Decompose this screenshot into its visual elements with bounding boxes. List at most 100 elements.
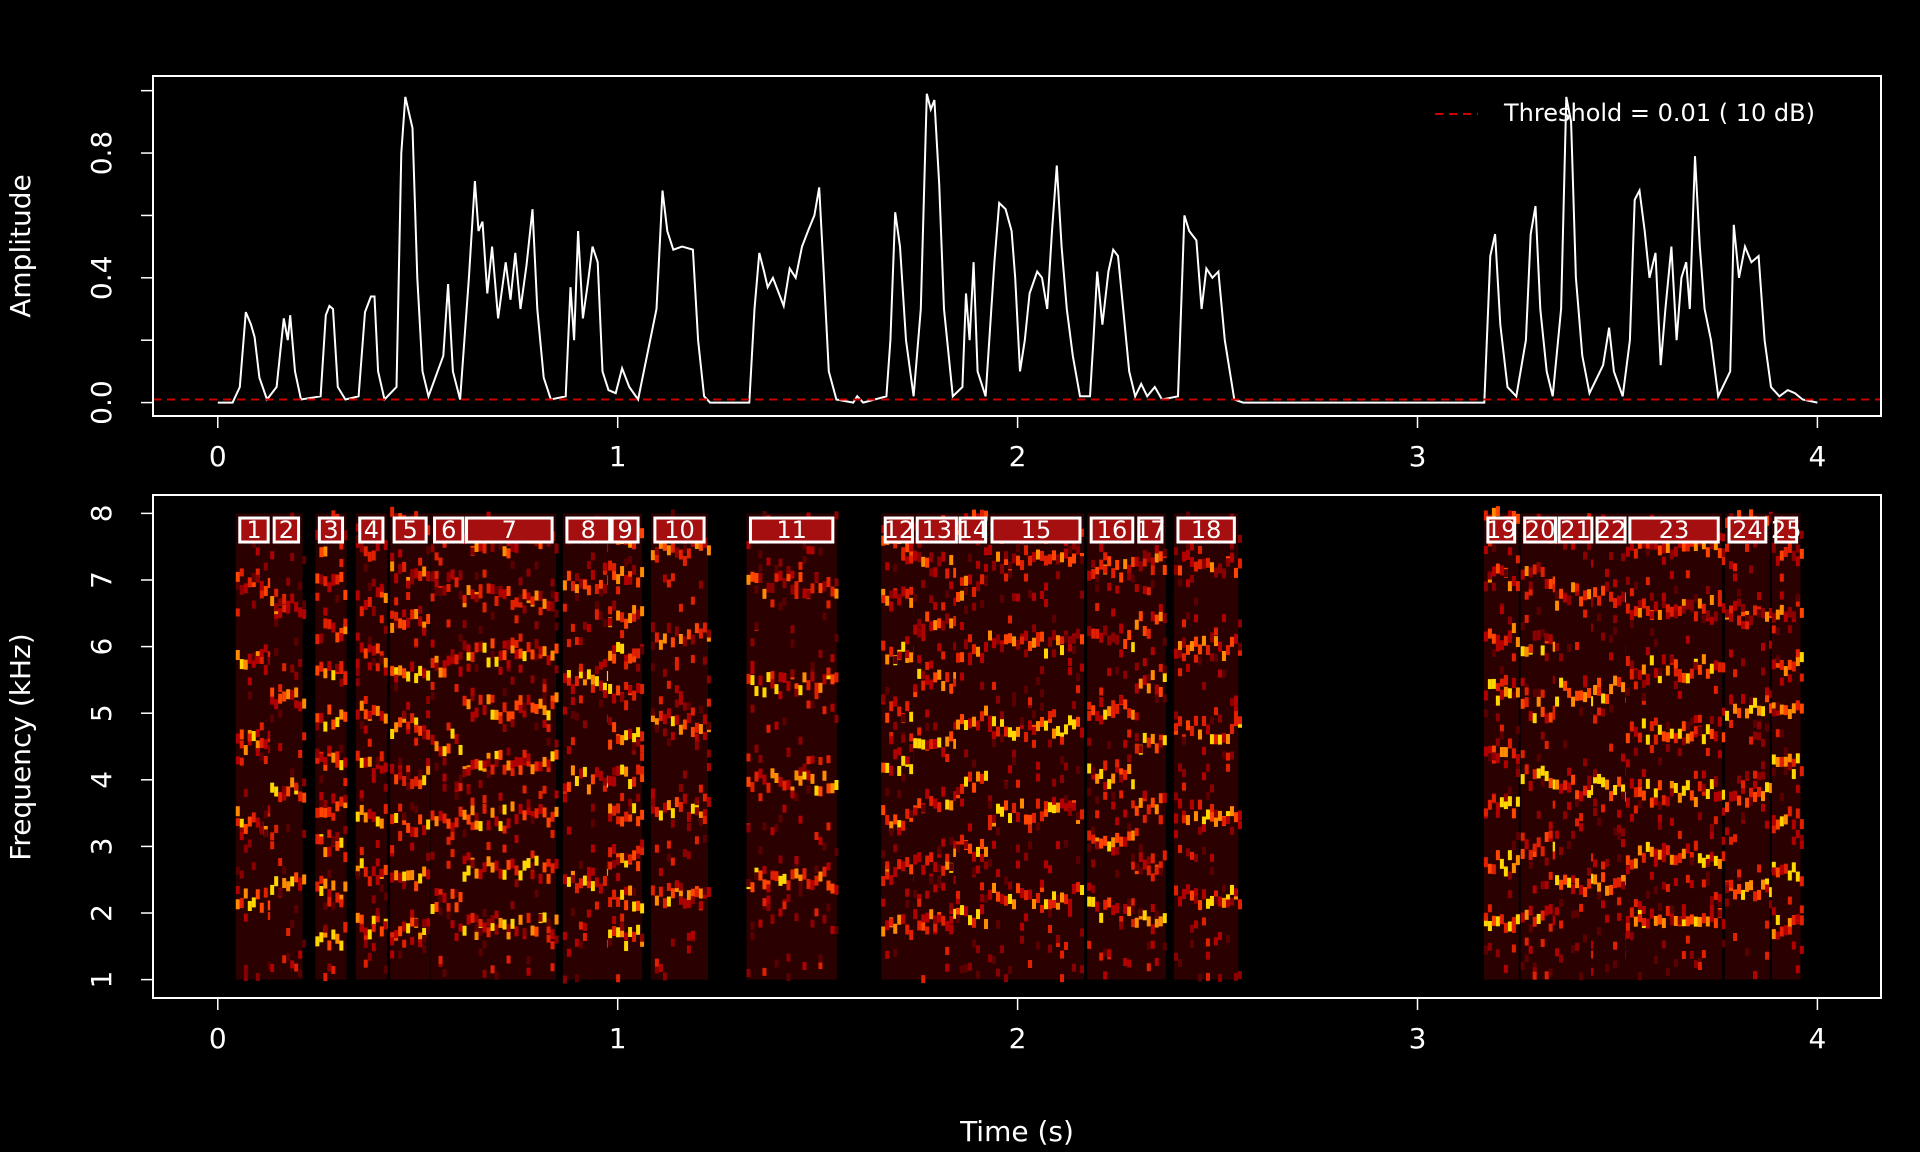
spectrogram-cell [1625,930,1630,939]
spectrogram-cell [624,618,629,629]
spectrogram-cell [885,814,890,825]
spectrogram-cell [1673,915,1678,926]
spectrogram-cell [1625,922,1630,931]
spectrogram-cell [1693,661,1698,670]
x-axis-label: Time (s) [959,1115,1074,1148]
spectrogram-cell [1507,738,1512,749]
spectrogram-cell [953,738,958,749]
spectrogram-cell [933,798,938,809]
spectrogram-cell [917,627,922,638]
spectrogram-cell [1536,688,1541,697]
spectrogram-cell [394,813,399,824]
spectrogram-cell [1769,900,1774,909]
spectrogram-cell [1745,614,1750,623]
spectrogram-cell [478,948,483,957]
spectrogram-cell [1032,739,1037,748]
spectrogram-cell [446,860,451,869]
spectrogram-cell [1737,510,1742,521]
spectrogram-cell [1669,606,1674,617]
spectrogram-cell [363,725,368,734]
spectrogram-cell [1757,786,1762,797]
segment-label: 9 [617,516,632,544]
spectrogram-cell [1613,827,1618,836]
spectrogram-cell [1693,840,1698,851]
spectrogram-cell [782,717,787,726]
spectrogram-cell [1012,730,1017,741]
segment-region [462,513,557,980]
spectrogram-cell [1559,677,1564,688]
spectrogram-cell [1528,711,1533,722]
spectrogram-cell [434,570,439,579]
spectrogram-cell [996,695,1001,704]
spectrogram-cell [282,866,287,875]
spectrogram-cell [1024,890,1029,899]
spectrogram-cell [945,963,950,972]
spectrogram-cell [375,839,380,848]
spectrogram-cell [510,901,515,910]
spectrogram-cell [502,688,507,697]
spectrogram-cell [1771,929,1776,940]
spectrogram-cell [426,918,431,929]
spectrogram-cell [1483,946,1488,955]
spectrogram-cell [650,641,655,650]
spectrogram-cell [1217,734,1222,745]
spectrogram-cell [371,923,376,932]
spectrogram-cell [1123,958,1128,967]
spectrogram-cell [270,687,275,698]
spectrogram-cell [1111,773,1116,784]
spectrogram-cell [331,719,336,730]
segment-box [1523,516,1557,544]
spectrogram-cell [363,866,368,877]
spectrogram-cell [1032,624,1037,633]
spectrogram-cell [980,599,985,608]
spectrogram-cell [1685,599,1690,610]
spectrogram-cell [502,764,507,775]
spectrogram-cell [806,590,811,599]
spectrogram-cell [286,823,291,832]
spectrogram-cell [235,756,240,765]
spectrogram-cell [270,832,275,841]
spectrogram-cell [1000,806,1005,817]
y-tick-label: 3 [85,837,118,855]
spectrogram-cell [1575,799,1580,808]
spectrogram-cell [267,912,272,921]
spectrogram-cell [662,802,667,813]
spectrogram-cell [1491,678,1496,689]
spectrogram-cell [1032,710,1037,719]
spectrogram-cell [1209,866,1214,875]
spectrogram-cell [1629,907,1634,918]
spectrogram-cell [1555,875,1560,886]
spectrogram-cell [1587,589,1592,600]
spectrogram-cell [343,798,348,809]
spectrogram-cell [921,580,926,589]
spectrogram-cell [410,609,415,620]
spectrogram-cell [758,870,763,881]
spectrogram-cell [1540,881,1545,890]
spectrogram-cell [582,720,587,729]
spectrogram-cell [590,774,595,785]
spectrogram-cell [1515,725,1520,734]
spectrogram-cell [1677,690,1682,699]
spectrogram-cell [636,924,641,935]
spectrogram-cell [554,643,559,654]
spectrogram-cell [746,776,751,787]
spectrogram-cell [363,939,368,948]
spectrogram-cell [686,899,691,908]
spectrogram-cell [1177,716,1182,727]
spectrogram-cell [1649,745,1654,754]
spectrogram-cell [1158,603,1163,612]
spectrogram-cell [984,919,989,930]
spectrogram-cell [406,721,411,730]
spectrogram-cell [1575,942,1580,951]
spectrogram-cell [1158,816,1163,825]
spectrogram-cell [514,834,519,843]
spectrogram-cell [1593,715,1598,724]
spectrogram-cell [1681,721,1686,732]
spectrogram-cell [1552,584,1557,593]
spectrogram-cell [1669,655,1674,664]
spectrogram-cell [566,948,571,957]
spectrogram-cell [1761,771,1766,780]
spectrogram-cell [1115,817,1120,826]
spectrogram-cell [442,660,447,669]
spectrogram-cell [602,566,607,575]
